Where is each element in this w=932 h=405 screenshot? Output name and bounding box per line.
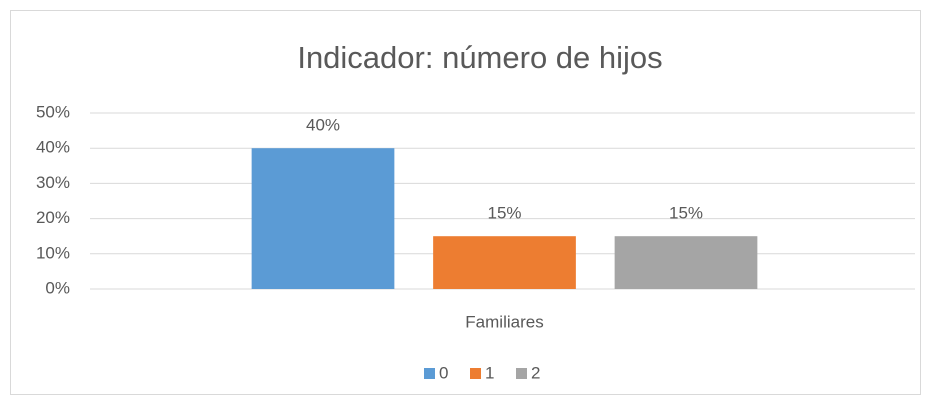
legend-label: 2 [531, 363, 540, 382]
legend-swatch [516, 368, 527, 379]
data-label: 15% [487, 204, 521, 223]
data-label: 40% [306, 116, 340, 135]
y-tick-label: 20% [36, 208, 70, 227]
chart-border [10, 10, 921, 395]
x-tick-label: Familiares [465, 312, 543, 331]
data-label: 15% [669, 204, 703, 223]
legend-label: 0 [439, 363, 448, 382]
legend-swatch [470, 368, 481, 379]
y-tick-label: 0% [45, 278, 70, 297]
bar [614, 236, 758, 289]
chart-title: Indicador: número de hijos [297, 40, 662, 75]
y-tick-label: 30% [36, 173, 70, 192]
y-tick-label: 40% [36, 138, 70, 157]
bar [433, 236, 576, 289]
y-tick-label: 50% [36, 102, 70, 121]
y-tick-label: 10% [36, 243, 70, 262]
bar [251, 148, 395, 289]
legend-label: 1 [485, 363, 494, 382]
legend-swatch [424, 368, 435, 379]
